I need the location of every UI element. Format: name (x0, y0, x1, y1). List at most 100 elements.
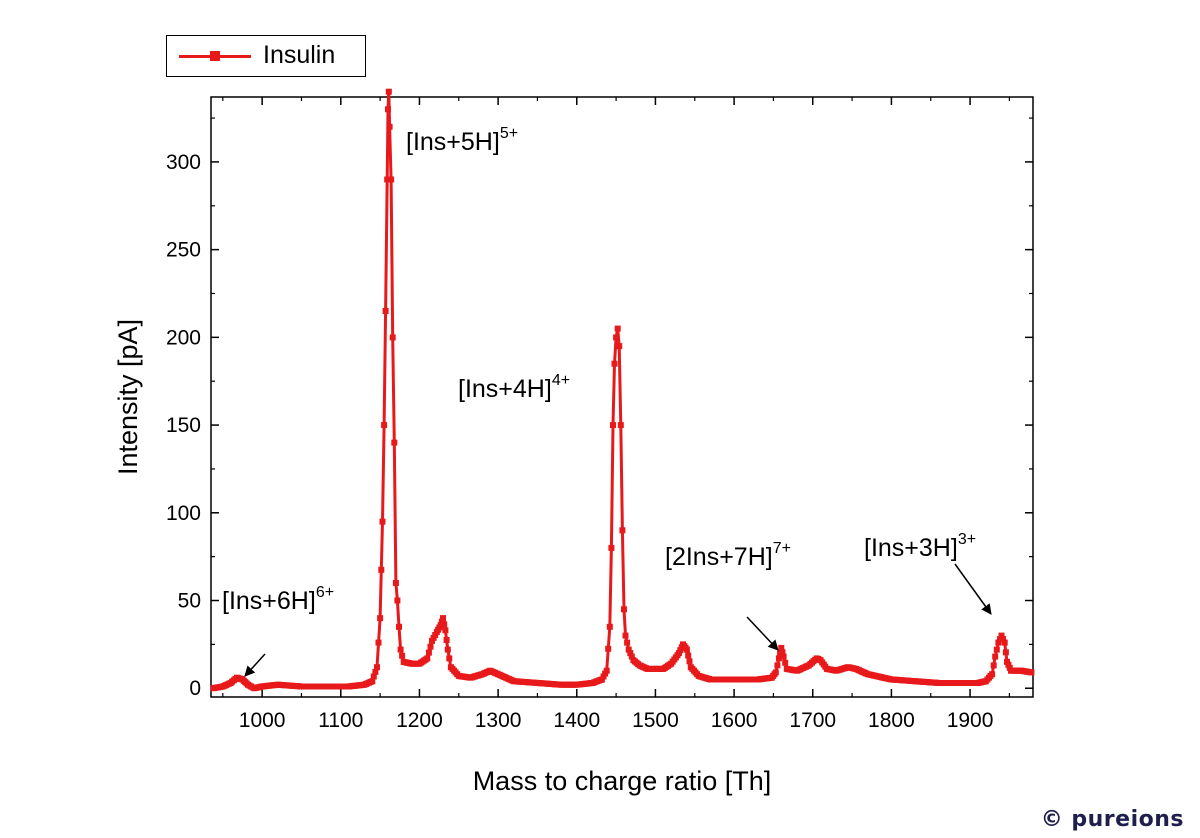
data-point (603, 667, 610, 674)
data-point (424, 655, 431, 662)
data-point (779, 649, 786, 656)
data-point (374, 664, 380, 671)
x-tick-label: 1100 (318, 709, 363, 732)
data-point (613, 334, 620, 341)
data-point (446, 655, 453, 662)
data-point (386, 123, 393, 130)
data-point (622, 632, 629, 639)
plot-frame (210, 96, 1034, 698)
data-point (399, 652, 406, 659)
data-point (385, 106, 391, 113)
y-tick-label: 200 (166, 326, 201, 349)
y-tick-label: 150 (166, 414, 201, 437)
annotation-ins-5h: [Ins+5H]5+ (406, 125, 518, 156)
data-point (379, 518, 386, 525)
data-point (372, 668, 379, 675)
data-point (628, 653, 635, 660)
annotation-2ins-7h: [2Ins+7H]7+ (665, 540, 791, 571)
y-axis-label: Intensity [pA] (113, 319, 143, 475)
data-point (772, 669, 779, 676)
x-tick-label: 1600 (711, 709, 758, 732)
y-tick-label: 250 (166, 239, 201, 262)
data-point (617, 422, 624, 429)
data-point (989, 671, 996, 678)
data-point (778, 644, 785, 651)
legend-label-insulin: Insulin (263, 41, 336, 69)
data-point (377, 615, 384, 622)
data-point (997, 636, 1003, 643)
x-tick-label: 1500 (632, 709, 679, 732)
data-point (442, 627, 449, 634)
data-point (378, 566, 385, 573)
series-line (213, 90, 1032, 690)
data-point (614, 325, 621, 332)
data-point (388, 176, 395, 183)
data-point (780, 653, 787, 660)
y-tick-label: 300 (166, 151, 201, 174)
data-point (995, 639, 1002, 646)
data-point (425, 649, 432, 656)
data-point (397, 646, 404, 653)
data-point (611, 360, 618, 367)
data-point (370, 673, 377, 680)
data-point (782, 659, 789, 666)
data-point (685, 652, 692, 659)
annotation-ins-6h: [Ins+6H]6+ (222, 584, 334, 615)
plot-area (210, 96, 1034, 698)
data-point (775, 655, 782, 662)
data-point (683, 646, 690, 653)
legend: Insulin (166, 35, 366, 77)
data-point (627, 650, 634, 657)
x-axis-label: Mass to charge ratio [Th] (473, 766, 772, 796)
data-point (1028, 669, 1035, 676)
data-point (1002, 649, 1009, 656)
watermark: © pureions (1040, 807, 1184, 832)
y-tick-label: 50 (178, 590, 201, 613)
data-point (381, 422, 388, 429)
data-point (990, 662, 997, 669)
data-point (394, 597, 401, 604)
data-point (619, 527, 626, 534)
data-point (1001, 639, 1008, 646)
x-tick-label: 1800 (868, 709, 915, 732)
arrow-ins-3h (954, 563, 992, 615)
data-point (624, 639, 631, 646)
data-point (998, 632, 1005, 639)
data-point (616, 343, 623, 350)
arrow-2ins-7h (746, 616, 779, 651)
data-point (621, 606, 627, 613)
data-point (992, 653, 999, 660)
legend-square-marker (210, 51, 220, 61)
data-point (369, 678, 376, 685)
data-point (396, 623, 402, 630)
data-point (427, 643, 434, 650)
y-tick-label: 0 (189, 677, 201, 700)
x-tick-label: 1200 (396, 709, 443, 732)
data-point (774, 662, 781, 669)
data-point (605, 645, 612, 652)
x-tick-label: 1000 (239, 709, 286, 732)
data-point (389, 334, 396, 341)
data-point (384, 176, 391, 183)
data-point (444, 646, 451, 653)
data-point (625, 646, 632, 653)
x-tick-label: 1900 (947, 709, 994, 732)
data-point (392, 580, 399, 586)
annotation-ins-3h: [Ins+3H]3+ (864, 531, 976, 562)
data-point (608, 544, 615, 551)
axis-ticks: 1000 1100 1200 1300 1400 1500 1600 1700 1800 1900… (166, 97, 1033, 732)
data-point (610, 422, 616, 429)
annotation-ins-4h: [Ins+4H]4+ (458, 372, 570, 403)
data-point (1000, 636, 1007, 643)
x-tick-label: 1700 (789, 709, 836, 732)
data-point (993, 646, 1000, 653)
insulin-series (210, 88, 1035, 692)
arrow-ins-6h (244, 653, 266, 677)
data-point (440, 615, 446, 622)
data-point (686, 658, 693, 665)
data-point (382, 308, 389, 314)
data-point (391, 439, 398, 446)
data-point (441, 621, 448, 628)
x-tick-label: 1300 (475, 709, 522, 732)
